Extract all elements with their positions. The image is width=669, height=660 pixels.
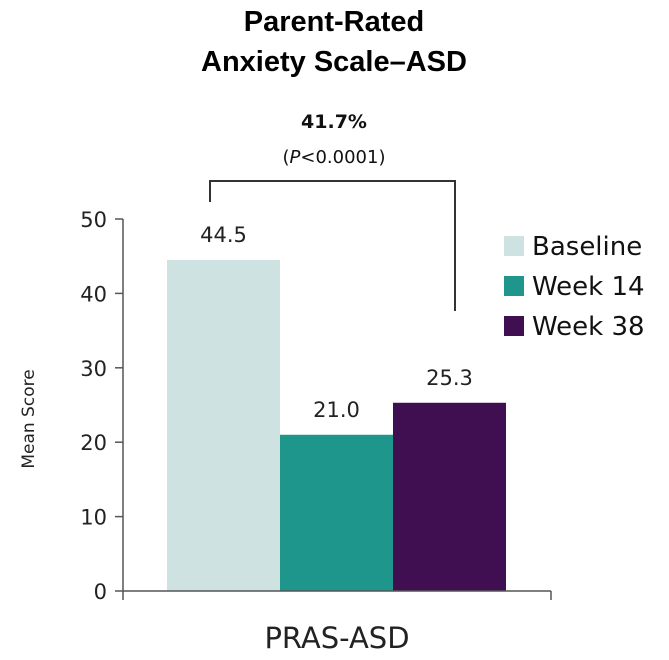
legend-label-week-38: Week 38 (532, 312, 645, 342)
legend-swatch-week-14 (504, 276, 524, 296)
bar-week-14 (280, 434, 393, 591)
annotation-p-open: ( (283, 147, 290, 168)
significance-bracket (209, 180, 456, 311)
annotation-p-rest: <0.0001) (300, 147, 385, 168)
y-tick-label: 20 (80, 431, 107, 455)
y-tick-label: 0 (94, 580, 107, 604)
legend-label-baseline: Baseline (532, 232, 642, 262)
chart-title-line-2: Anxiety Scale–ASD (201, 46, 467, 78)
value-label-week-14: 21.0 (313, 398, 360, 422)
y-tick-label: 50 (80, 208, 107, 232)
bars (167, 259, 506, 591)
legend: Baseline Week 14 Week 38 (504, 232, 645, 342)
y-tick-label: 10 (80, 506, 107, 530)
annotation-p-value: (P<0.0001) (283, 147, 386, 168)
annotation-percent: 41.7% (301, 111, 367, 133)
legend-label-week-14: Week 14 (532, 272, 645, 302)
y-tick-label: 30 (80, 357, 107, 381)
legend-swatch-baseline (504, 236, 524, 256)
significance-annotation: 41.7% (P<0.0001) (209, 111, 456, 311)
chart-title-line-1: Parent-Rated (244, 6, 425, 38)
legend-swatch-week-38 (504, 316, 524, 336)
y-axis-label: Mean Score (19, 369, 39, 468)
annotation-p-letter: P (290, 147, 301, 168)
value-label-baseline: 44.5 (200, 223, 247, 247)
y-tick-label: 40 (80, 282, 107, 306)
x-category-label: PRAS-ASD (264, 621, 409, 655)
bar-value-labels: 44.5 21.0 25.3 (200, 223, 473, 422)
y-axis-ticks: 0 10 20 30 40 50 (80, 208, 123, 604)
bar-baseline (167, 259, 280, 591)
bar-week-38 (393, 402, 506, 591)
value-label-week-38: 25.3 (426, 366, 473, 390)
